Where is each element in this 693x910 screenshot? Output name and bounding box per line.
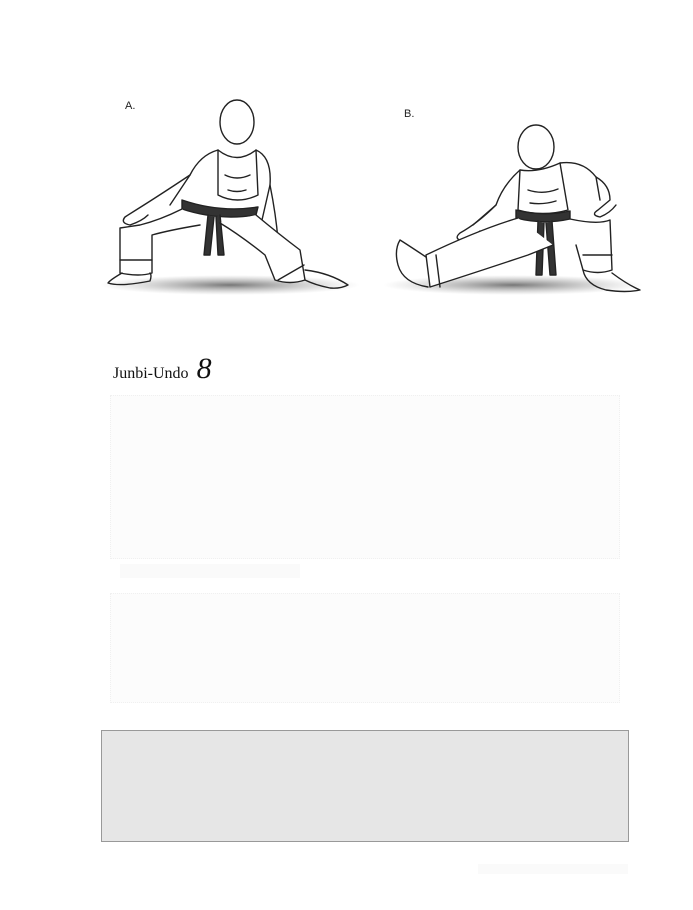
faded-text-block-2 [110,593,620,703]
figure-b-label: B. [404,108,415,120]
page-footer [478,864,628,874]
faded-subheading [120,564,300,578]
faded-text-block [110,395,620,559]
karateka-side-stretch-b-icon [383,124,643,295]
section-number: 8 [196,352,212,385]
section-title-text: Junbi-Undo [113,365,189,382]
section-title: Junbi-Undo 8 [113,354,212,384]
info-box [101,730,629,842]
karateka-side-stretch-a-icon [100,99,360,295]
figure-a-label: A. [125,100,136,112]
